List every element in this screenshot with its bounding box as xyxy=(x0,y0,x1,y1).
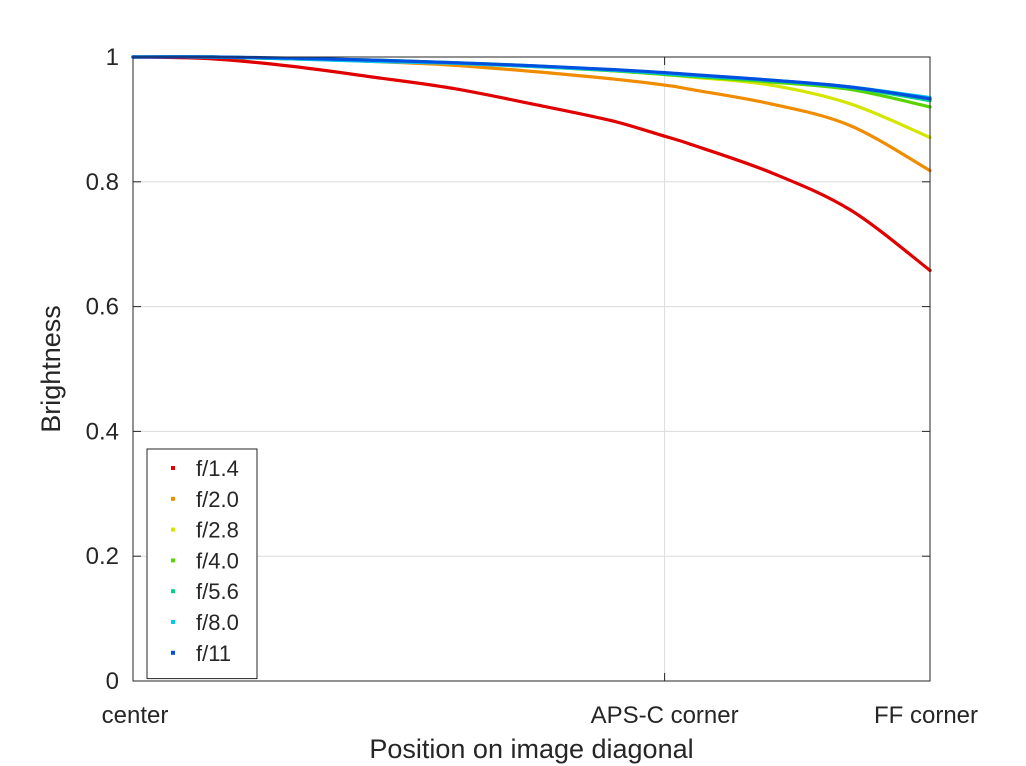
data-point xyxy=(450,61,454,65)
plot-area-frame xyxy=(132,56,931,682)
legend: f/1.4 f/2.0 f/2.8 f/4.0 f/5.6 f/8.0 f/11 xyxy=(146,448,258,680)
legend-marker xyxy=(171,589,175,594)
y-tick-label: 1 xyxy=(106,44,119,71)
data-point xyxy=(370,75,374,79)
x-tick-label: APS-C corner xyxy=(591,702,739,729)
y-tick-label: 0.8 xyxy=(86,169,119,196)
legend-label: f/5.6 xyxy=(196,579,239,604)
y-tick-label: 0 xyxy=(106,668,119,695)
y-tick-label: 0.4 xyxy=(86,418,119,445)
data-point xyxy=(663,134,667,138)
data-point xyxy=(769,170,773,174)
ticks: 0 0.2 0.4 0.6 0.8 1 center APS-C corner FF corne… xyxy=(86,44,978,729)
legend-box xyxy=(146,448,258,680)
legend-marker xyxy=(171,466,175,470)
data-point xyxy=(450,86,454,90)
data-point xyxy=(769,83,773,87)
data-point xyxy=(769,78,773,82)
legend-label: f/2.8 xyxy=(196,518,239,543)
data-point xyxy=(529,102,534,106)
series-line-3 xyxy=(131,55,932,140)
legend-label: f/11 xyxy=(196,641,231,666)
data-point xyxy=(609,119,613,123)
data-point xyxy=(529,69,534,73)
data-point xyxy=(848,124,852,128)
series-line-2 xyxy=(131,55,932,173)
legend-marker xyxy=(171,527,175,532)
legend-marker xyxy=(171,496,175,501)
y-tick-label: 0.2 xyxy=(86,543,119,570)
x-tick-label: FF corner xyxy=(874,702,978,729)
data-point xyxy=(689,142,693,146)
data-point xyxy=(663,83,667,87)
data-point xyxy=(290,64,294,68)
x-axis-label: Position on image diagonal xyxy=(369,734,693,764)
legend-marker xyxy=(171,558,175,563)
data-point xyxy=(529,64,534,68)
data-point xyxy=(689,87,693,91)
data-point xyxy=(689,72,693,77)
data-point xyxy=(609,67,613,72)
legend-marker xyxy=(171,650,175,655)
legend-marker xyxy=(171,620,175,624)
series-layer xyxy=(131,55,932,272)
data-point xyxy=(663,71,667,75)
data-point xyxy=(609,77,613,81)
data-point xyxy=(848,85,852,89)
x-tick-label: center xyxy=(102,702,169,729)
legend-label: f/1.4 xyxy=(196,456,239,481)
data-point xyxy=(848,208,852,212)
data-point xyxy=(848,102,852,106)
y-tick-label: 0.6 xyxy=(86,294,119,321)
data-point xyxy=(370,58,374,62)
data-point xyxy=(769,102,773,106)
legend-label: f/8.0 xyxy=(196,610,239,635)
legend-label: f/2.0 xyxy=(196,487,239,512)
legend-label: f/4.0 xyxy=(196,548,239,573)
series-line-7 xyxy=(131,55,932,101)
y-axis-label: Brightness xyxy=(36,305,66,433)
series-line-1 xyxy=(131,55,932,272)
